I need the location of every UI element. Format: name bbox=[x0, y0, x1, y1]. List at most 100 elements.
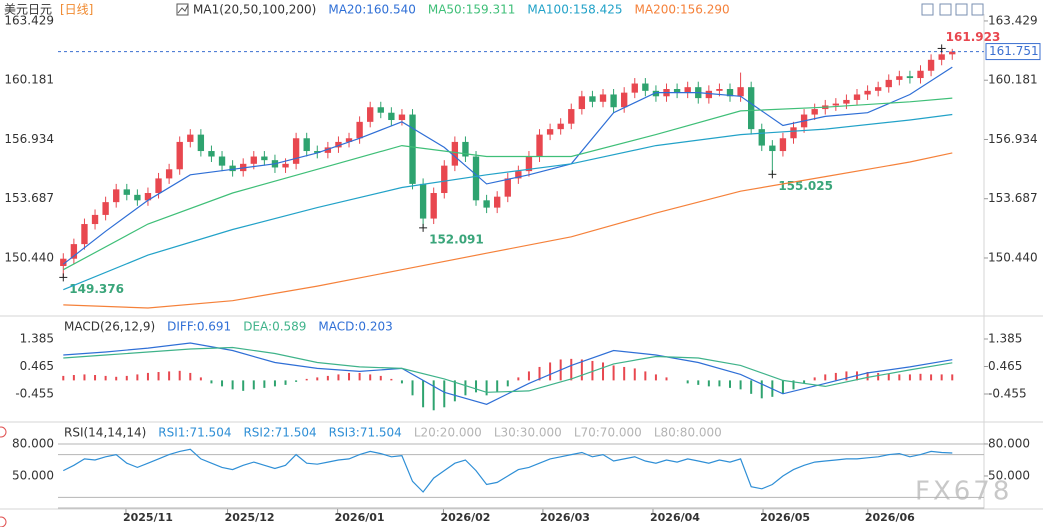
candle-body bbox=[144, 193, 152, 201]
candle-body bbox=[790, 127, 797, 139]
y-tick-label: 163.429 bbox=[988, 13, 1038, 27]
legend-entry: MA100:158.425 bbox=[527, 3, 622, 17]
candle-body bbox=[91, 214, 99, 225]
candle-body bbox=[917, 70, 924, 79]
period-label[interactable]: [日线] bbox=[60, 3, 93, 17]
candle-body bbox=[853, 94, 861, 100]
candle-body bbox=[472, 156, 480, 201]
series-line bbox=[62, 66, 953, 265]
y-tick-label: 1.385 bbox=[988, 331, 1022, 345]
candle-body bbox=[557, 123, 564, 130]
candle-body bbox=[684, 87, 691, 93]
legend-entry: L30:30.000 bbox=[494, 426, 562, 440]
settings-icon[interactable] bbox=[0, 426, 7, 438]
series-line bbox=[63, 113, 953, 291]
x-tick-label: 2026/03 bbox=[540, 511, 590, 524]
last-price-box bbox=[985, 43, 1041, 61]
indicator-icon-glyph bbox=[177, 4, 189, 14]
y-tick-label-left: 50.000 bbox=[12, 468, 54, 482]
candle-body bbox=[589, 96, 596, 102]
candle-body bbox=[737, 87, 744, 97]
legend-entry: DIFF:0.691 bbox=[167, 320, 231, 334]
candle-body bbox=[314, 151, 321, 153]
candle-body bbox=[250, 156, 257, 164]
settings-icon[interactable] bbox=[0, 516, 7, 527]
legend-entry: MA200:156.290 bbox=[635, 3, 730, 17]
toolbar-button[interactable] bbox=[939, 3, 952, 16]
candle-body bbox=[261, 156, 268, 161]
candle-body bbox=[504, 178, 511, 197]
legend-entry: L20:20.000 bbox=[414, 426, 482, 440]
candle-body bbox=[568, 109, 575, 124]
candle-body bbox=[843, 99, 850, 104]
candle-body bbox=[599, 94, 607, 102]
last-price-label: 161.751 bbox=[989, 44, 1039, 58]
candle-body bbox=[642, 83, 649, 91]
candle-body bbox=[811, 109, 818, 115]
candle-body bbox=[70, 244, 78, 259]
x-tick-label: 2026/01 bbox=[335, 511, 385, 524]
toolbar-button[interactable] bbox=[955, 3, 968, 16]
y-tick-label: 150.440 bbox=[988, 250, 1038, 264]
low-annotation: 155.025 bbox=[778, 179, 833, 193]
candle-body bbox=[578, 96, 586, 110]
candle-body bbox=[610, 94, 617, 108]
candle-body bbox=[155, 178, 162, 194]
legend-entry: L70:70.000 bbox=[574, 426, 642, 440]
y-tick-label: 0.465 bbox=[988, 359, 1022, 373]
candle-body bbox=[885, 79, 892, 88]
x-tick-label: 2026/06 bbox=[865, 511, 915, 524]
legend-entry: MA20:160.540 bbox=[328, 3, 416, 17]
candle-body bbox=[335, 141, 342, 148]
candle-body bbox=[705, 90, 713, 99]
watermark: FX678 bbox=[915, 477, 1012, 507]
symbol-name: 美元日元 bbox=[4, 3, 52, 17]
candle-body bbox=[748, 87, 755, 130]
candle-body bbox=[536, 134, 543, 157]
series-line bbox=[63, 152, 953, 309]
legend-entry: DEA:0.589 bbox=[243, 320, 306, 334]
y-tick-label: 156.934 bbox=[988, 132, 1038, 146]
series-line bbox=[63, 448, 953, 493]
candle-body bbox=[779, 138, 787, 152]
y-tick-label-left: -0.455 bbox=[15, 386, 54, 400]
toolbar-button[interactable] bbox=[971, 3, 984, 16]
candle-body bbox=[462, 141, 469, 157]
legend-entry: RSI3:71.504 bbox=[329, 426, 402, 440]
x-tick-label: 2025/12 bbox=[225, 511, 275, 524]
candle-body bbox=[282, 163, 289, 168]
y-tick-label-left: 0.465 bbox=[20, 359, 54, 373]
y-tick-label: 160.181 bbox=[988, 73, 1038, 87]
toolbar bbox=[921, 3, 984, 16]
panel-title: MA1(20,50,100,200) bbox=[193, 3, 316, 17]
candle-body bbox=[218, 156, 226, 166]
candle-body bbox=[176, 141, 183, 170]
candle-body bbox=[673, 89, 681, 93]
x-tick-label: 2025/11 bbox=[123, 511, 173, 524]
candle-body bbox=[726, 89, 734, 97]
legend-entry: L80:80.000 bbox=[654, 426, 722, 440]
candle-body bbox=[769, 145, 776, 152]
candle-body bbox=[906, 76, 914, 79]
legend-entry: MACD:0.203 bbox=[318, 320, 392, 334]
y-tick-label-left: 156.934 bbox=[4, 132, 54, 146]
y-tick-label-left: 153.687 bbox=[4, 191, 54, 205]
candle-body bbox=[515, 171, 522, 179]
candle-body bbox=[430, 193, 437, 219]
y-tick-label: 50.000 bbox=[988, 468, 1030, 482]
x-tick-label: 2026/04 bbox=[650, 511, 700, 524]
candle-body bbox=[758, 129, 765, 146]
candle-body bbox=[81, 224, 88, 245]
candle-body bbox=[494, 196, 501, 208]
candle-body bbox=[303, 138, 310, 152]
low-annotation: 149.376 bbox=[69, 282, 124, 296]
candle-body bbox=[451, 141, 459, 166]
legend-entry: RSI2:71.504 bbox=[243, 426, 316, 440]
toolbar-button[interactable] bbox=[921, 3, 934, 16]
candle-body bbox=[356, 121, 363, 139]
indicator-icon[interactable] bbox=[176, 3, 189, 16]
candle-body bbox=[409, 114, 416, 184]
candle-body bbox=[441, 165, 448, 194]
candle-body bbox=[60, 258, 67, 267]
